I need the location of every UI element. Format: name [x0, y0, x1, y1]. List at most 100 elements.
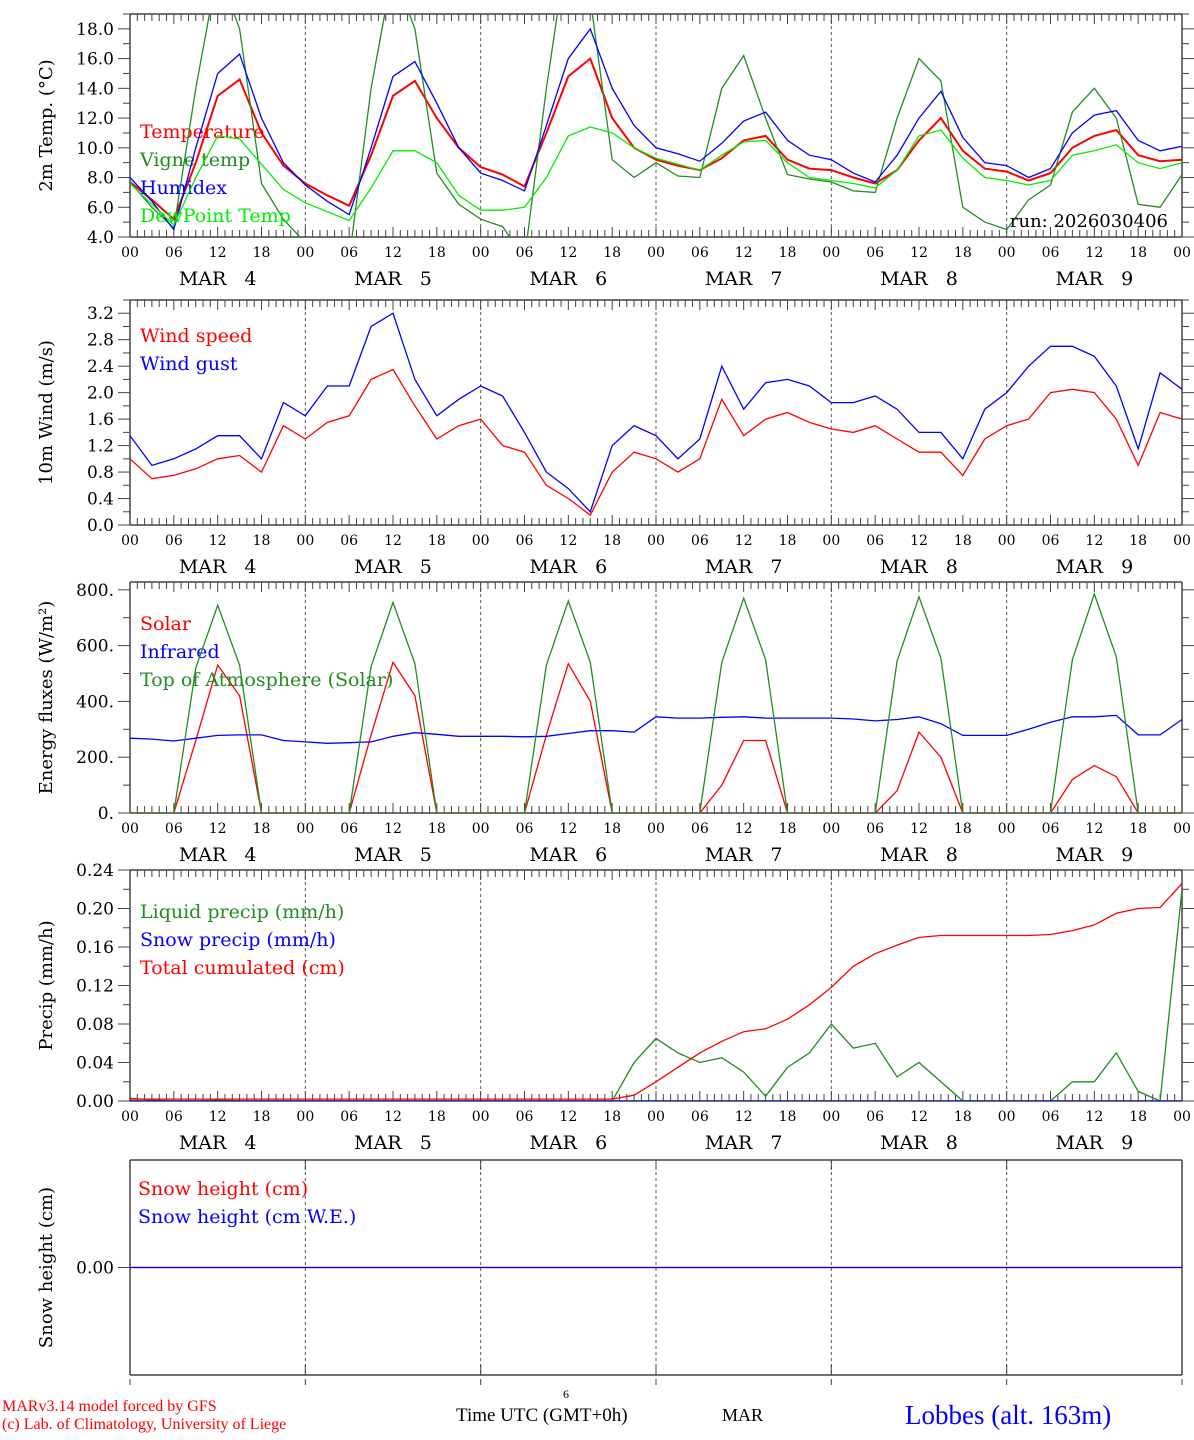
y-tick-label: 0.12 [76, 977, 114, 997]
x-tick-label: 06 [516, 245, 534, 261]
x-tick-label: 00 [472, 533, 490, 549]
x-axis-title: Time UTC (GMT+0h) [456, 1405, 628, 1426]
panel-5: 0.00 Snow height (cm) Snow height (cm) Snow… [36, 1159, 1183, 1385]
x-tick-label: 18 [779, 1109, 797, 1125]
day-label: MAR 5 [354, 556, 432, 578]
day-label: MAR 4 [179, 268, 257, 290]
y-axis-title: Precip (mm/h) [36, 920, 57, 1050]
x-tick-label: 18 [428, 533, 446, 549]
x-tick-label: 06 [866, 533, 884, 549]
x-tick-label: 00 [121, 245, 139, 261]
x-tick-label: 06 [340, 533, 358, 549]
series-line-humidex [130, 27, 1182, 232]
x-tick-label: 12 [1085, 533, 1103, 549]
x-tick-label: 06 [691, 245, 709, 261]
x-tick-label: 00 [647, 245, 665, 261]
x-tick-label: 12 [910, 533, 928, 549]
model-credit: MARv3.14 model forced by GFS (c) Lab. of… [2, 1398, 286, 1434]
x-tick-label: 00 [296, 821, 314, 837]
x-tick-label: 12 [209, 533, 227, 549]
day-label: MAR 6 [529, 556, 607, 578]
y-tick-label: 4.0 [87, 228, 114, 248]
legend-entry: Humidex [140, 177, 227, 199]
x-tick-label: 00 [647, 821, 665, 837]
x-tick-label: 12 [910, 245, 928, 261]
legend-entry: Snow height (cm) [138, 1178, 308, 1200]
x-tick-label: 00 [822, 533, 840, 549]
legend-entry: Liquid precip (mm/h) [140, 901, 344, 923]
x-tick-label: 12 [209, 821, 227, 837]
x-tick-label: 06 [516, 1109, 534, 1125]
day-label: MAR 8 [880, 844, 958, 866]
legend-entry: Wind gust [140, 353, 238, 375]
x-tick-label: 18 [1129, 821, 1147, 837]
x-tick-label: 06 [516, 821, 534, 837]
day-label: MAR 8 [880, 268, 958, 290]
x-tick-label: 00 [121, 533, 139, 549]
series-line-total-cumulated-cm- [130, 883, 1182, 1100]
x-tick-label: 00 [296, 1109, 314, 1125]
x-tick-label: 00 [998, 821, 1016, 837]
x-tick-label: 18 [428, 821, 446, 837]
x-tick-label: 12 [735, 821, 753, 837]
x-tick-label: 06 [340, 1109, 358, 1125]
model-line: MARv3.14 model forced by GFS [2, 1398, 217, 1415]
y-tick-label: 800. [76, 581, 114, 601]
x-tick-label: 18 [603, 821, 621, 837]
y-tick-label: 200. [76, 748, 114, 768]
y-tick-label: 0.04 [76, 1054, 114, 1074]
y-tick-label: 0.4 [87, 490, 114, 510]
x-tick-label: 18 [954, 245, 972, 261]
x-tick-label: 00 [1173, 1109, 1191, 1125]
x-tick-label: 12 [559, 533, 577, 549]
x-tick-label: 18 [1129, 533, 1147, 549]
x-tick-label: 12 [209, 1109, 227, 1125]
y-tick-label: 8.0 [87, 169, 114, 189]
y-tick-label: 0.00 [76, 1259, 114, 1279]
x-tick-label: 18 [1129, 1109, 1147, 1125]
x-tick-label: 00 [472, 245, 490, 261]
panel-2: 00 06 12 18 MAR 4 00 06 12 18 MAR 5 00 06 12 18 MAR 6 0… [36, 299, 1194, 578]
legend-entry: Vigne temp [139, 149, 250, 171]
y-tick-label: 0.20 [76, 900, 114, 920]
x-tick-label: 06 [691, 1109, 709, 1125]
y-axis-title: Snow height (cm) [36, 1187, 57, 1348]
x-tick-label: 06 [1042, 1109, 1060, 1125]
legend-entry: Wind speed [140, 325, 252, 347]
y-tick-label: 10.0 [76, 139, 114, 159]
legend-entry: Snow height (cm W.E.) [138, 1206, 356, 1228]
x-tick-label: 12 [384, 245, 402, 261]
day-label: MAR 9 [1055, 844, 1133, 866]
y-tick-label: 6.0 [87, 198, 114, 218]
panel-1: 00 06 12 18 MAR 4 00 06 12 18 MAR 5 00 06 12 18 MAR 6 0… [36, 13, 1194, 290]
y-axis-title: Energy fluxes (W/m²) [36, 601, 57, 795]
x-tick-label: 18 [428, 245, 446, 261]
legend-entry: Total cumulated (cm) [140, 957, 345, 979]
x-tick-label: 00 [121, 1109, 139, 1125]
x-axis-month: MAR [722, 1405, 764, 1425]
x-tick-label: 06 [165, 245, 183, 261]
x-tick-label: 06 [1042, 245, 1060, 261]
day-label: MAR 9 [1055, 268, 1133, 290]
y-tick-label: 0.08 [76, 1015, 114, 1035]
day-label: MAR 6 [529, 844, 607, 866]
panel-3: 00 06 12 18 MAR 4 00 06 12 18 MAR 5 00 06 12 18 MAR 6 0… [36, 581, 1194, 866]
day-label: MAR 9 [1055, 1132, 1133, 1154]
y-tick-label: 0.0 [87, 516, 114, 536]
day-label: MAR 9 [1055, 556, 1133, 578]
x-tick-label: 12 [1085, 1109, 1103, 1125]
y-tick-label: 0.00 [76, 1092, 114, 1112]
x-tick-label: 18 [253, 533, 271, 549]
y-tick-label: 400. [76, 692, 114, 712]
x-tick-label: 00 [296, 245, 314, 261]
day-label: MAR 5 [354, 268, 432, 290]
legend-entry: Top of Atmosphere (Solar) [140, 669, 393, 691]
x-tick-label: 00 [998, 533, 1016, 549]
x-axis-day-number: 6 [563, 1387, 569, 1401]
x-tick-label: 18 [603, 1109, 621, 1125]
x-tick-label: 00 [822, 821, 840, 837]
legend-entry: DewPoint Temp [140, 205, 291, 227]
x-tick-label: 12 [735, 533, 753, 549]
y-tick-label: 2.8 [87, 331, 114, 351]
